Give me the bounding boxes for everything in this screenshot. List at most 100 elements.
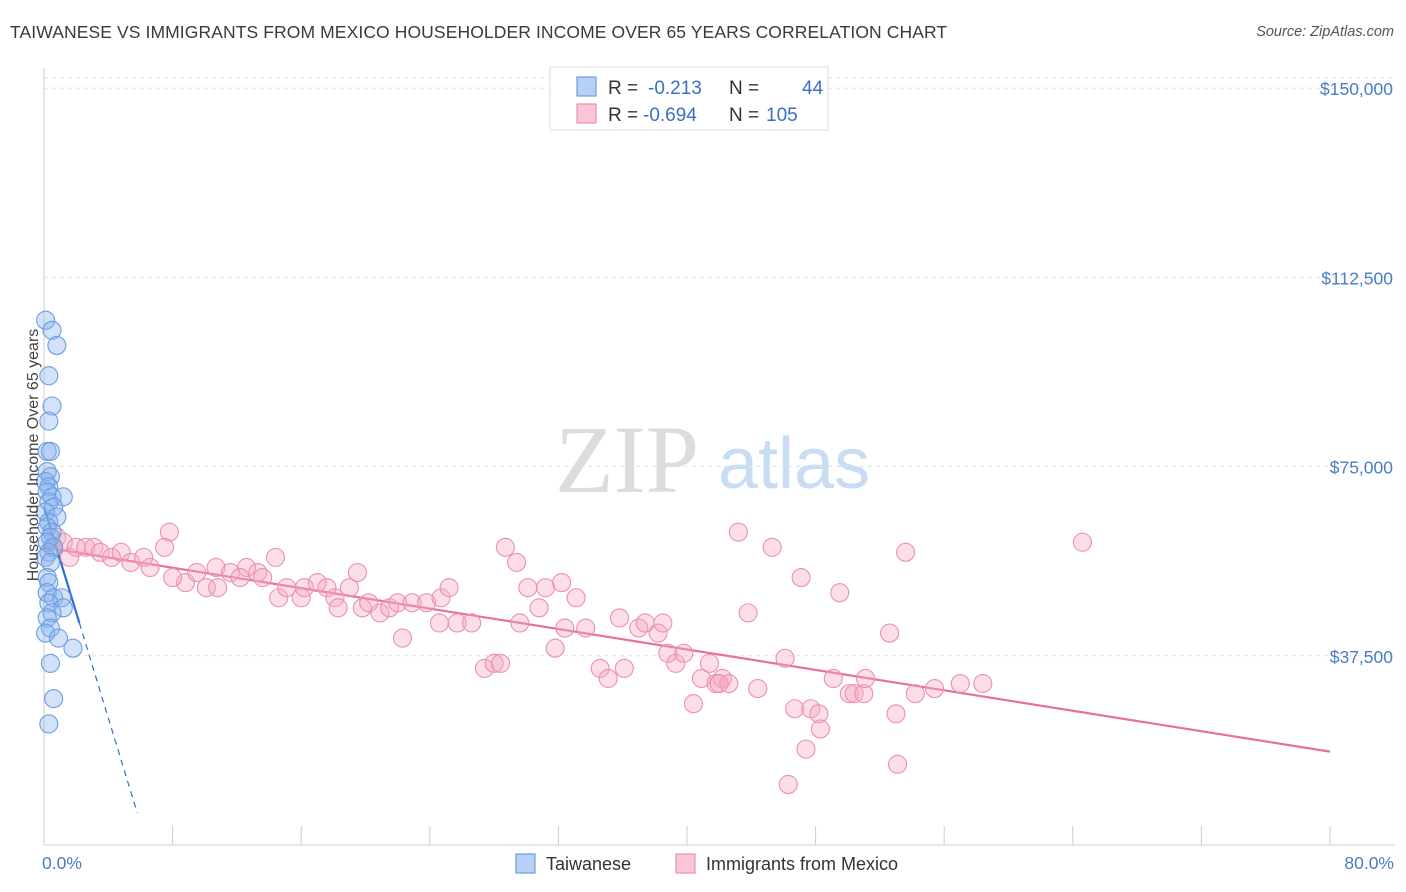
point-taiwanese <box>48 628 69 648</box>
point-mexico <box>545 638 565 658</box>
point-mexico <box>60 547 80 567</box>
point-mexico <box>896 542 916 562</box>
point-taiwanese <box>40 552 60 572</box>
point-mexico <box>629 618 649 638</box>
point-mexico <box>352 598 372 618</box>
point-mexico <box>566 588 586 608</box>
y-tick-label: $150,000 <box>1320 79 1393 99</box>
point-mexico <box>370 603 390 623</box>
y-tick-label: $37,500 <box>1330 647 1394 667</box>
point-taiwanese <box>37 583 57 603</box>
point-mexico <box>709 673 729 694</box>
point-mexico <box>666 653 686 673</box>
point-mexico <box>598 668 618 689</box>
point-mexico <box>196 578 216 598</box>
trend-line-taiwanese <box>42 506 81 624</box>
point-mexico <box>699 653 720 673</box>
point-taiwanese <box>39 411 59 431</box>
chart-title: TAIWANESE VS IMMIGRANTS FROM MEXICO HOUS… <box>10 22 948 42</box>
point-mexico <box>328 598 348 618</box>
point-mexico <box>163 568 183 588</box>
data-points <box>36 310 1092 794</box>
point-taiwanese <box>53 598 73 618</box>
point-mexico <box>854 684 874 704</box>
legend-n-value-mexico: 105 <box>766 105 798 126</box>
point-mexico <box>294 578 314 598</box>
point-mexico <box>518 578 538 598</box>
point-taiwanese <box>42 396 62 416</box>
point-taiwanese <box>39 573 59 593</box>
bottom-legend-mexico: Immigrants from Mexico <box>706 854 898 874</box>
point-mexico <box>495 537 515 557</box>
point-taiwanese <box>37 462 57 482</box>
point-mexico <box>778 774 798 794</box>
point-mexico <box>886 704 906 724</box>
point-mexico <box>905 684 925 704</box>
point-mexico <box>90 542 110 562</box>
point-mexico <box>510 613 530 633</box>
point-mexico <box>490 653 511 673</box>
point-mexico <box>535 578 556 598</box>
point-taiwanese <box>37 532 57 552</box>
point-taiwanese <box>47 335 67 355</box>
point-mexico <box>317 578 337 598</box>
point-mexico <box>417 593 437 613</box>
point-mexico <box>973 673 993 694</box>
point-taiwanese <box>63 638 83 658</box>
point-mexico <box>429 613 449 633</box>
point-mexico <box>265 547 286 567</box>
point-mexico <box>159 522 179 542</box>
point-taiwanese <box>40 441 60 461</box>
legend-r-value-mexico: -0.694 <box>643 105 697 126</box>
point-taiwanese <box>52 588 72 608</box>
point-mexico <box>712 668 732 689</box>
y-axis-label: Householder Income Over 65 years <box>25 329 42 582</box>
point-mexico <box>762 537 782 557</box>
point-mexico <box>76 537 96 557</box>
legend-swatch-mexico <box>576 103 597 124</box>
point-mexico <box>388 593 408 613</box>
bottom-legend-swatch-mexico <box>675 853 696 874</box>
point-mexico <box>810 719 830 739</box>
point-mexico <box>555 618 575 638</box>
legend-n-label-taiwanese: N = <box>729 78 759 99</box>
point-mexico <box>439 578 459 598</box>
point-taiwanese <box>39 542 59 562</box>
trend-line-taiwanese-extension <box>78 622 138 814</box>
point-mexico <box>392 628 413 648</box>
point-taiwanese <box>42 320 62 340</box>
point-mexico <box>206 557 226 578</box>
point-mexico <box>507 552 527 572</box>
point-mexico <box>830 583 850 603</box>
point-mexico <box>809 704 829 724</box>
bottom-legend-taiwanese: Taiwanese <box>546 854 631 874</box>
legend-n-value-taiwanese: 44 <box>802 78 824 99</box>
point-mexico <box>796 739 816 759</box>
point-mexico <box>775 648 795 668</box>
point-taiwanese <box>44 689 64 709</box>
chart-source: Source: ZipAtlas.com <box>1256 24 1394 40</box>
point-taiwanese <box>36 623 56 643</box>
axes: $37,500 $75,000 $112,500 $150,000 <box>43 68 1395 846</box>
legend-n-label-mexico: N = <box>729 105 759 126</box>
point-mexico <box>484 653 504 673</box>
point-mexico <box>738 603 758 623</box>
point-mexico <box>614 658 634 678</box>
point-mexico <box>691 668 712 689</box>
bottom-legend-swatch-taiwanese <box>515 853 536 874</box>
point-mexico <box>748 679 768 699</box>
x-tick-min: 0.0% <box>42 853 82 873</box>
legend-r-label-taiwanese: R = <box>608 78 638 99</box>
point-mexico <box>84 537 104 557</box>
legend-box: R = -0.213 N = 44 R = -0.694 N = 105 <box>549 66 829 131</box>
point-mexico <box>839 684 859 704</box>
point-mexico <box>925 679 945 699</box>
point-mexico <box>658 643 678 663</box>
point-mexico <box>307 573 327 593</box>
point-mexico <box>134 547 154 567</box>
point-mexico <box>253 568 273 588</box>
point-mexico <box>111 542 131 562</box>
legend-r-value-taiwanese: -0.213 <box>648 78 702 99</box>
point-mexico <box>888 754 908 774</box>
